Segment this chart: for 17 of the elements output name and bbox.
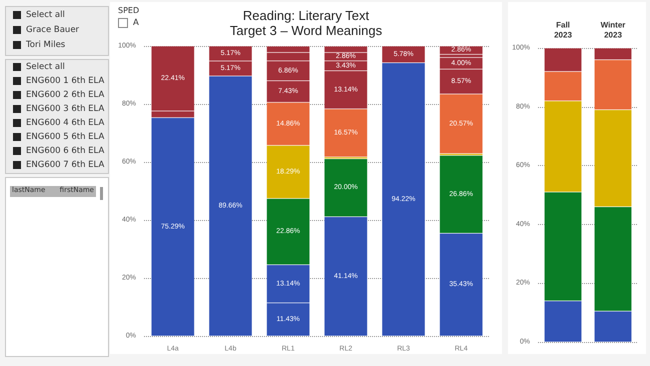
text: ENG600 6 6th ELA xyxy=(26,146,104,156)
text: ENG600 4 6th ELA xyxy=(26,118,104,128)
x-tick-label: Fall 2023 xyxy=(554,20,572,40)
chart-title: Reading: Literary Text xyxy=(242,8,370,23)
text: Select all xyxy=(26,62,65,72)
text: A xyxy=(133,18,139,28)
text: Select all xyxy=(26,10,65,20)
text: ENG600 7 6th ELA xyxy=(26,160,104,170)
chart-subtitle: Target 3 – Word Meanings xyxy=(230,23,383,38)
x-tick-label: Winter 2023 xyxy=(600,20,626,40)
text: Tori Miles xyxy=(26,40,66,50)
text: Grace Bauer xyxy=(26,25,80,35)
text: ENG600 2 6th ELA xyxy=(26,90,104,100)
text: SPED xyxy=(118,6,140,15)
text: ENG600 3 6th ELA xyxy=(26,104,104,114)
text: ENG600 5 6th ELA xyxy=(26,132,104,142)
text: ENG600 1 6th ELA xyxy=(26,76,104,86)
